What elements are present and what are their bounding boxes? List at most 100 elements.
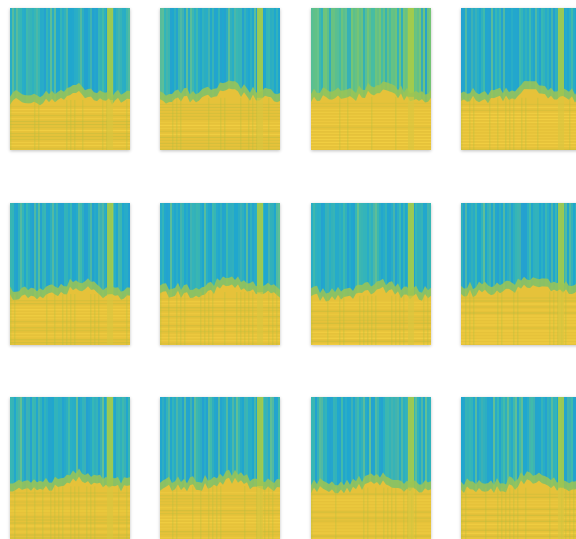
spectral-stripe [20,8,22,106]
vertical-streak [363,488,365,539]
spectral-stripe [481,8,483,104]
spectral-stripe [487,397,489,494]
spectral-stripe [28,203,30,300]
spectral-stripe [20,397,22,492]
vertical-streak [363,296,365,345]
spectral-stripe [20,203,22,300]
spectral-stripe [399,397,401,494]
vertical-streak [10,100,12,150]
spectral-stripe [427,8,429,103]
spectral-stripe [419,203,421,302]
spectral-stripe [361,8,363,103]
vertical-streak [387,488,389,539]
spectral-stripe [417,397,419,494]
spectral-stripe [198,203,200,298]
spectral-stripe [122,203,124,300]
spectral-stripe [44,397,46,492]
spectral-stripe [40,203,42,300]
spectral-stripe [168,8,170,104]
vertical-streak [70,100,72,150]
spectral-stripe [339,397,341,494]
vertical-streak [200,486,202,539]
vertical-streak [90,294,92,345]
vertical-streak [102,100,104,150]
spectral-stripe [278,203,280,298]
vertical-streak [264,486,266,539]
vertical-streak [525,488,527,539]
vertical-streak [224,292,226,345]
spectral-stripe [18,203,20,300]
spectral-stripe [353,203,355,302]
spectral-stripe [18,397,20,492]
bright-band-low [107,100,113,150]
bright-band-low [558,488,564,539]
spectral-stripe [30,203,32,300]
vertical-streak [50,486,52,539]
vertical-streak [176,292,178,345]
spectral-stripe [38,8,40,106]
spectral-stripe [417,203,419,302]
spectral-stripe [345,8,347,103]
spectral-stripe [32,203,34,300]
spectral-stripe [355,397,357,494]
vertical-streak [272,486,274,539]
spectral-stripe [184,397,186,492]
spectral-stripe [194,203,196,298]
vertical-streak [565,488,567,539]
spectral-stripe [403,397,405,494]
vertical-streak [176,98,178,150]
spectral-stripe [487,203,489,297]
spectral-stripe [513,8,515,104]
spectral-stripe [567,8,569,104]
spectral-stripe [100,203,102,300]
vertical-streak [469,291,471,345]
vertical-streak [485,488,487,539]
vertical-streak [367,488,369,539]
spectral-stripe [339,8,341,103]
vertical-streak [14,486,16,539]
spectral-stripe [419,8,421,103]
spectral-stripe [32,8,34,106]
spectral-stripe [347,203,349,302]
spectral-stripe [114,203,116,300]
spectral-stripe [38,397,40,492]
vertical-streak [343,296,345,345]
spectral-stripe [174,397,176,492]
vertical-streak [42,486,44,539]
spectral-stripe [427,397,429,494]
spectral-stripe [511,8,513,104]
vertical-streak [224,98,226,150]
spectral-stripe [331,8,333,103]
spectral-stripe [423,397,425,494]
bright-band-low [408,97,414,150]
vertical-streak [26,486,28,539]
spectral-stripe [573,397,575,494]
spectral-stripe [499,397,501,494]
spectral-stripe [58,397,60,492]
spectral-stripe [10,8,12,106]
vertical-streak [46,294,48,345]
vertical-streak [371,296,373,345]
spectral-stripe [329,397,331,494]
vertical-streak [14,294,16,345]
spectral-stripe [483,397,485,494]
vertical-streak [240,292,242,345]
vertical-streak [208,292,210,345]
spectral-stripe [335,8,337,103]
vertical-streak [339,97,341,150]
vertical-streak [66,294,68,345]
spectrogram-tile [160,203,280,345]
vertical-streak [248,292,250,345]
spectral-stripe [425,8,427,103]
spectral-stripe [12,8,14,106]
spectral-stripe [46,203,48,300]
vertical-streak [66,100,68,150]
vertical-streak [461,98,463,150]
spectral-stripe [363,8,365,103]
vertical-streak [160,292,162,345]
spectral-stripe [36,8,38,106]
spectral-stripe [42,397,44,492]
spectral-stripe [26,203,28,300]
vertical-streak [74,486,76,539]
vertical-streak [236,292,238,345]
